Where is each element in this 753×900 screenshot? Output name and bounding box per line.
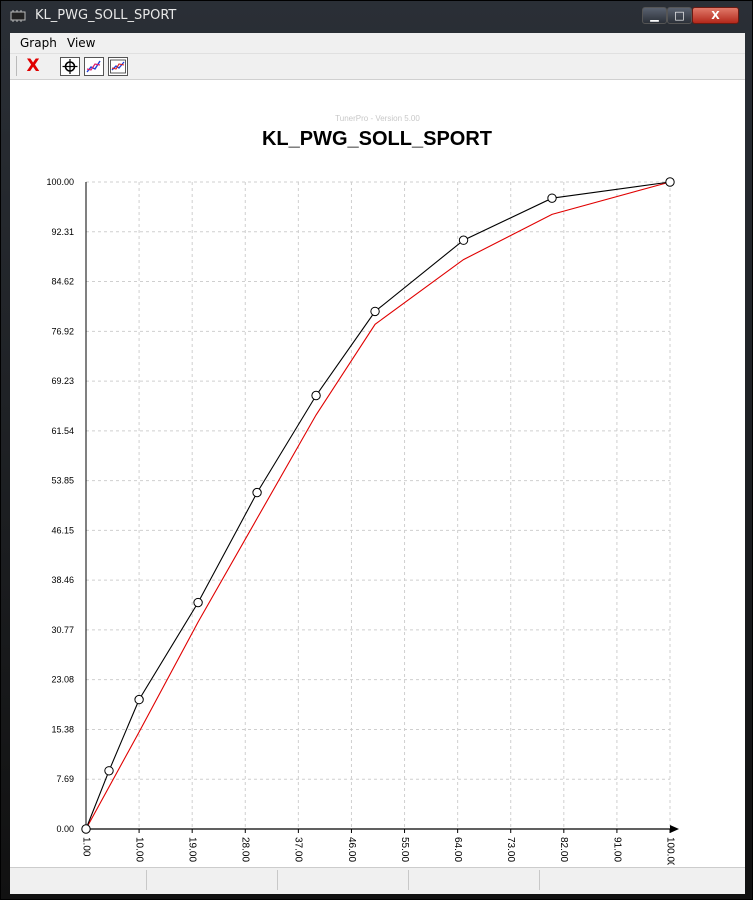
trace-graph-icon — [86, 60, 101, 73]
y-tick-label: 0.00 — [56, 824, 74, 834]
data-point[interactable] — [370, 306, 380, 317]
y-tick-label: 23.08 — [51, 675, 74, 685]
data-point[interactable] — [252, 487, 262, 498]
data-point[interactable] — [311, 390, 321, 401]
compare-button[interactable] — [108, 57, 128, 76]
toolbar-separator — [16, 56, 17, 76]
menu-graph[interactable]: Graph — [20, 36, 57, 50]
x-tick-label: 82.00 — [558, 837, 569, 862]
series-1-line[interactable] — [85, 181, 671, 830]
window-title: KL_PWG_SOLL_SPORT — [35, 8, 177, 23]
y-tick-label: 7.69 — [56, 774, 74, 784]
data-point[interactable] — [134, 694, 144, 705]
x-tick-label: 46.00 — [346, 837, 357, 862]
y-tick-label: 53.85 — [51, 476, 74, 486]
x-tick-label: 55.00 — [399, 837, 410, 862]
x-tick-label: 1.00 — [80, 837, 91, 857]
x-tick-label: 10.00 — [133, 837, 144, 862]
title-bar[interactable]: KL_PWG_SOLL_SPORT ▁ □ X — [1, 1, 752, 33]
data-point[interactable] — [193, 597, 203, 608]
compare-graph-icon — [110, 59, 126, 74]
y-tick-label: 61.54 — [51, 426, 74, 436]
y-tick-label: 84.62 — [51, 277, 74, 287]
version-label: TunerPro - Version 5.00 — [335, 114, 420, 123]
trace-button[interactable] — [84, 57, 104, 76]
x-tick-label: 91.00 — [611, 837, 622, 862]
x-axis-arrow — [670, 825, 679, 833]
x-tick-label: 28.00 — [240, 837, 251, 862]
data-point[interactable] — [547, 193, 557, 203]
series-2-line[interactable] — [85, 181, 671, 830]
maximize-button[interactable]: □ — [667, 7, 692, 24]
y-tick-label: 15.38 — [51, 724, 74, 734]
data-point[interactable] — [81, 824, 91, 834]
close-window-button[interactable]: X — [692, 7, 739, 24]
status-pane — [10, 870, 147, 890]
y-tick-label: 69.23 — [51, 376, 74, 386]
x-tick-label: 19.00 — [187, 837, 198, 862]
client-area: Graph View X — [10, 33, 745, 894]
x-tick-label: 64.00 — [452, 837, 463, 862]
data-point[interactable] — [665, 177, 675, 187]
y-tick-label: 92.31 — [51, 227, 74, 237]
y-tick-label: 30.77 — [51, 625, 74, 635]
x-tick-label: 100.00 — [664, 837, 675, 865]
y-tick-label: 76.92 — [51, 326, 74, 336]
menu-view[interactable]: View — [67, 36, 96, 50]
x-tick-label: 73.00 — [505, 837, 516, 862]
y-tick-label: 38.46 — [51, 575, 74, 585]
toolbar: X — [10, 54, 745, 80]
x-tick-label: 37.00 — [293, 837, 304, 862]
y-tick-label: 46.15 — [51, 525, 74, 535]
minimize-button[interactable]: ▁ — [642, 7, 667, 24]
y-tick-label: 100.00 — [46, 177, 74, 187]
line-chart[interactable]: KL_PWG_SOLL_SPORT 0.00 7.69 15.38 23.08 30.77… — [10, 80, 745, 865]
data-point[interactable] — [458, 235, 469, 245]
status-pane — [278, 870, 409, 890]
chart-title: KL_PWG_SOLL_SPORT — [262, 128, 492, 150]
data-point[interactable] — [104, 766, 114, 776]
graph-area[interactable]: TunerPro - Version 5.00 KL_PWG_SOLL_SPOR… — [10, 80, 745, 865]
menu-bar: Graph View — [10, 33, 745, 54]
crosshair-icon — [62, 59, 78, 74]
crosshair-button[interactable] — [60, 57, 80, 76]
status-pane — [147, 870, 278, 890]
close-graph-button[interactable]: X — [26, 56, 40, 76]
app-chip-icon — [10, 10, 26, 22]
status-bar — [10, 867, 745, 894]
status-pane — [409, 870, 540, 890]
